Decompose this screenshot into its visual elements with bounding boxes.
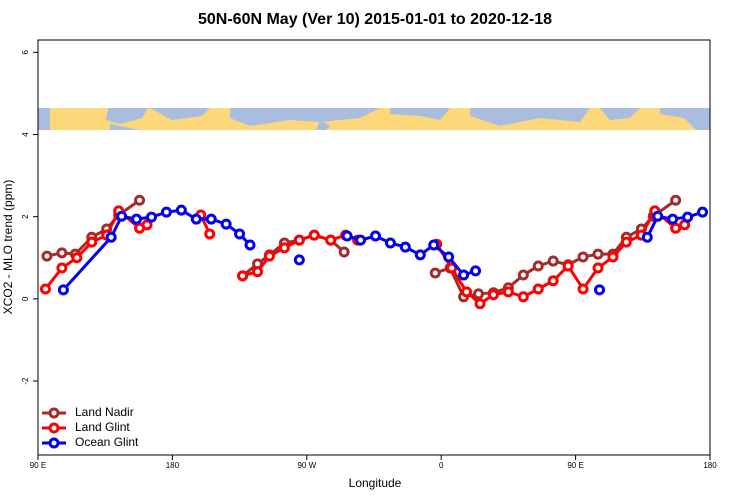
point [429,267,441,279]
point [384,237,396,249]
point [428,239,440,251]
point [517,269,529,281]
point [244,239,256,251]
x-axis-label: Longitude [349,476,402,490]
y-tick-label: 4 [21,132,30,137]
point [145,211,157,223]
point [71,252,83,264]
series-line [44,208,686,306]
point [667,213,679,225]
legend-label: Land Glint [75,420,130,434]
point [446,262,458,274]
series-line [46,199,677,299]
point [355,234,367,246]
point [592,248,604,260]
y-axis-label: XCO2 - MLO trend (ppm) [1,180,15,315]
x-tick-label: 90 E [567,461,583,470]
point [532,260,544,272]
point [369,230,381,242]
point [57,284,69,296]
plot-frame [37,39,711,456]
series-line [62,208,704,291]
point [652,210,664,222]
point [39,283,51,295]
point [470,265,482,277]
point [562,260,574,272]
point [414,249,426,261]
y-tick-label: 6 [21,50,30,55]
point [278,242,290,254]
point [341,230,353,242]
x-tick-label: 180 [166,461,180,470]
x-tick-label: 90 W [297,461,316,470]
y-tick-label: 2 [21,214,30,219]
chart-title: 50N-60N May (Ver 10) 2015-01-01 to 2020-… [198,11,552,28]
point [641,231,653,243]
y-tick-label: -2 [21,377,30,385]
point [56,247,68,259]
point [593,284,605,296]
point [237,270,249,282]
point [252,266,264,278]
point [41,250,53,262]
point [160,206,172,218]
x-tick-label: 0 [439,461,444,470]
legend-label: Land Nadir [75,405,134,419]
point [134,194,146,206]
point [443,251,455,263]
map-strip [38,108,710,130]
point [547,255,559,267]
point [487,289,499,301]
point [577,251,589,263]
point [577,283,589,295]
legend-label: Ocean Glint [75,435,139,449]
point [607,251,619,263]
point [293,234,305,246]
point [308,229,320,241]
point [670,222,682,234]
point [517,291,529,303]
point [175,204,187,216]
point [458,269,470,281]
point [234,228,246,240]
point [325,234,337,246]
point [204,228,216,240]
y-tick-label: 0 [21,296,30,301]
point [293,254,305,266]
point [220,218,232,230]
point [473,288,485,300]
legend-marker [48,437,60,449]
point [205,213,217,225]
point [399,241,411,253]
point [141,219,153,231]
point [502,286,514,298]
point [338,246,350,258]
x-tick-label: 180 [703,461,717,470]
point [620,236,632,248]
point [474,298,486,310]
point [532,283,544,295]
point [190,213,202,225]
point [56,262,68,274]
point [547,275,559,287]
point [697,206,709,218]
point [263,250,275,262]
point [592,262,604,274]
point [670,194,682,206]
x-tick-label: 90 E [30,461,46,470]
point [131,213,143,225]
point [105,231,117,243]
point [461,286,473,298]
point [116,210,128,222]
point [86,236,98,248]
legend-marker [48,422,60,434]
legend-marker [48,407,60,419]
point [682,211,694,223]
